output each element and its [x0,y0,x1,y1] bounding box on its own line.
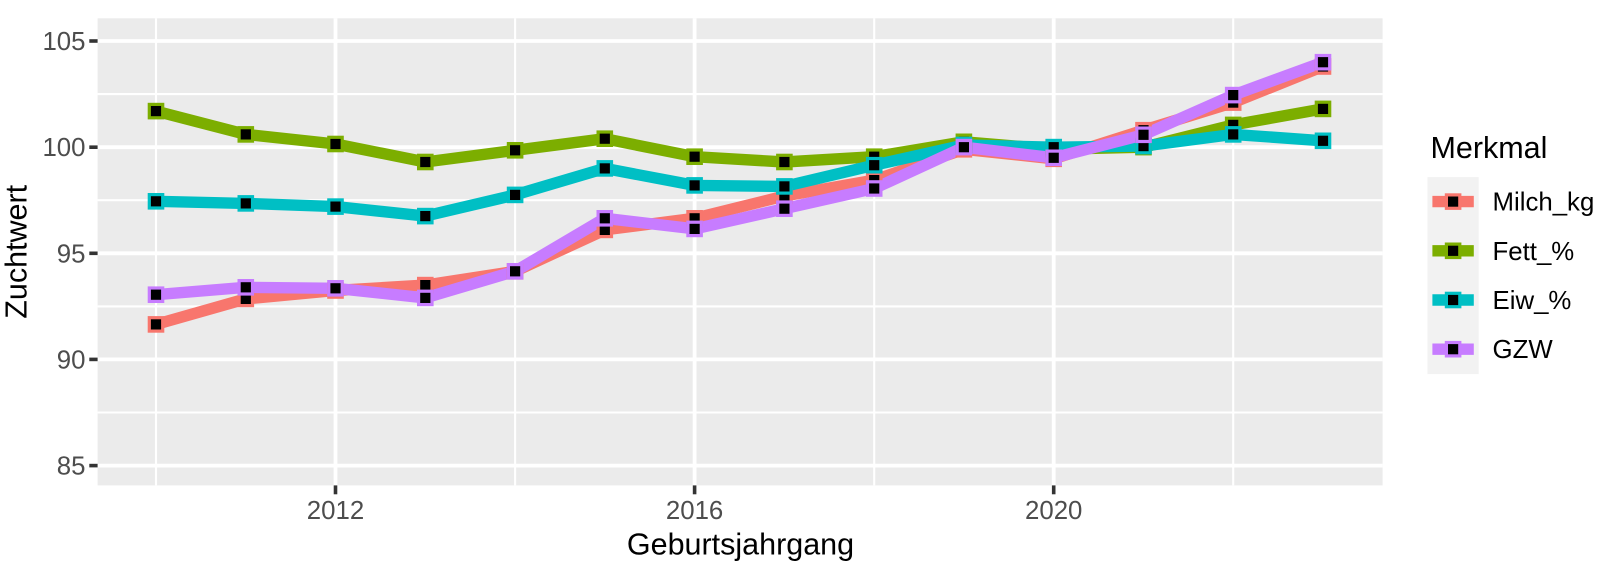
svg-text:90: 90 [57,346,86,374]
svg-text:Milch_kg: Milch_kg [1493,189,1595,217]
svg-text:100: 100 [42,134,85,162]
svg-text:Merkmal: Merkmal [1431,131,1548,165]
svg-text:105: 105 [42,28,85,56]
svg-text:85: 85 [57,453,86,481]
svg-text:GZW: GZW [1493,336,1554,364]
svg-text:Eiw_%: Eiw_% [1493,287,1572,315]
svg-text:Zuchtwert: Zuchtwert [0,184,33,318]
svg-text:2020: 2020 [1025,497,1082,525]
svg-text:95: 95 [57,240,86,268]
svg-text:Fett_%: Fett_% [1493,238,1575,266]
svg-text:2012: 2012 [307,497,364,525]
svg-text:Geburtsjahrgang: Geburtsjahrgang [627,528,854,562]
svg-text:2016: 2016 [666,497,723,525]
